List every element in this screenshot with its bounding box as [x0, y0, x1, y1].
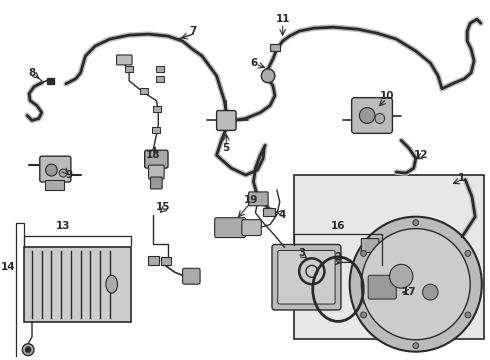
- Circle shape: [413, 343, 418, 349]
- Text: 7: 7: [190, 26, 197, 36]
- Text: 4: 4: [279, 210, 286, 220]
- Text: 17: 17: [402, 287, 416, 297]
- Circle shape: [25, 347, 31, 353]
- FancyBboxPatch shape: [363, 270, 401, 304]
- Text: 9: 9: [65, 170, 73, 180]
- Text: 8: 8: [28, 68, 36, 78]
- Bar: [153, 105, 161, 112]
- Bar: [147, 256, 159, 265]
- Circle shape: [22, 344, 34, 356]
- FancyBboxPatch shape: [215, 218, 246, 238]
- FancyBboxPatch shape: [217, 111, 236, 130]
- Circle shape: [261, 69, 275, 83]
- Circle shape: [375, 113, 385, 123]
- Text: 6: 6: [250, 58, 257, 68]
- Circle shape: [361, 251, 367, 256]
- FancyBboxPatch shape: [150, 177, 162, 189]
- Circle shape: [465, 251, 471, 256]
- Text: 16: 16: [331, 221, 345, 231]
- Bar: [47, 78, 54, 84]
- Circle shape: [59, 169, 67, 177]
- Text: 13: 13: [56, 221, 71, 231]
- FancyBboxPatch shape: [148, 165, 164, 179]
- Circle shape: [361, 312, 367, 318]
- Bar: [294, 175, 484, 339]
- Bar: [45, 180, 64, 190]
- Circle shape: [465, 312, 471, 318]
- Text: 12: 12: [414, 150, 428, 160]
- FancyBboxPatch shape: [183, 268, 200, 284]
- Text: 19: 19: [244, 195, 258, 205]
- Text: 18: 18: [146, 150, 161, 160]
- FancyBboxPatch shape: [361, 239, 379, 252]
- FancyBboxPatch shape: [242, 220, 261, 235]
- Circle shape: [46, 164, 57, 176]
- Bar: [140, 88, 147, 94]
- FancyBboxPatch shape: [145, 150, 168, 168]
- Text: 11: 11: [275, 14, 290, 24]
- Text: 2: 2: [334, 252, 342, 262]
- Text: 1: 1: [458, 173, 465, 183]
- Bar: [156, 76, 164, 82]
- Ellipse shape: [106, 275, 118, 293]
- Circle shape: [361, 229, 470, 340]
- Bar: [161, 257, 171, 265]
- Circle shape: [359, 108, 375, 123]
- FancyBboxPatch shape: [248, 192, 268, 206]
- Bar: [152, 127, 160, 133]
- Bar: [156, 66, 164, 72]
- Text: 5: 5: [222, 143, 230, 153]
- Circle shape: [350, 217, 482, 352]
- Bar: [125, 66, 133, 72]
- Circle shape: [422, 284, 438, 300]
- FancyBboxPatch shape: [368, 275, 396, 299]
- FancyBboxPatch shape: [117, 55, 132, 65]
- FancyBboxPatch shape: [40, 156, 71, 182]
- Circle shape: [390, 264, 413, 288]
- Text: 14: 14: [0, 262, 15, 272]
- Bar: [24, 247, 131, 322]
- FancyBboxPatch shape: [278, 251, 335, 304]
- FancyBboxPatch shape: [272, 244, 341, 310]
- Text: 15: 15: [156, 202, 171, 212]
- FancyBboxPatch shape: [352, 98, 392, 133]
- FancyBboxPatch shape: [358, 265, 406, 309]
- Circle shape: [413, 220, 418, 226]
- Text: 3: 3: [298, 248, 306, 258]
- Text: 10: 10: [379, 91, 394, 101]
- Bar: [270, 44, 280, 51]
- Bar: [263, 208, 275, 216]
